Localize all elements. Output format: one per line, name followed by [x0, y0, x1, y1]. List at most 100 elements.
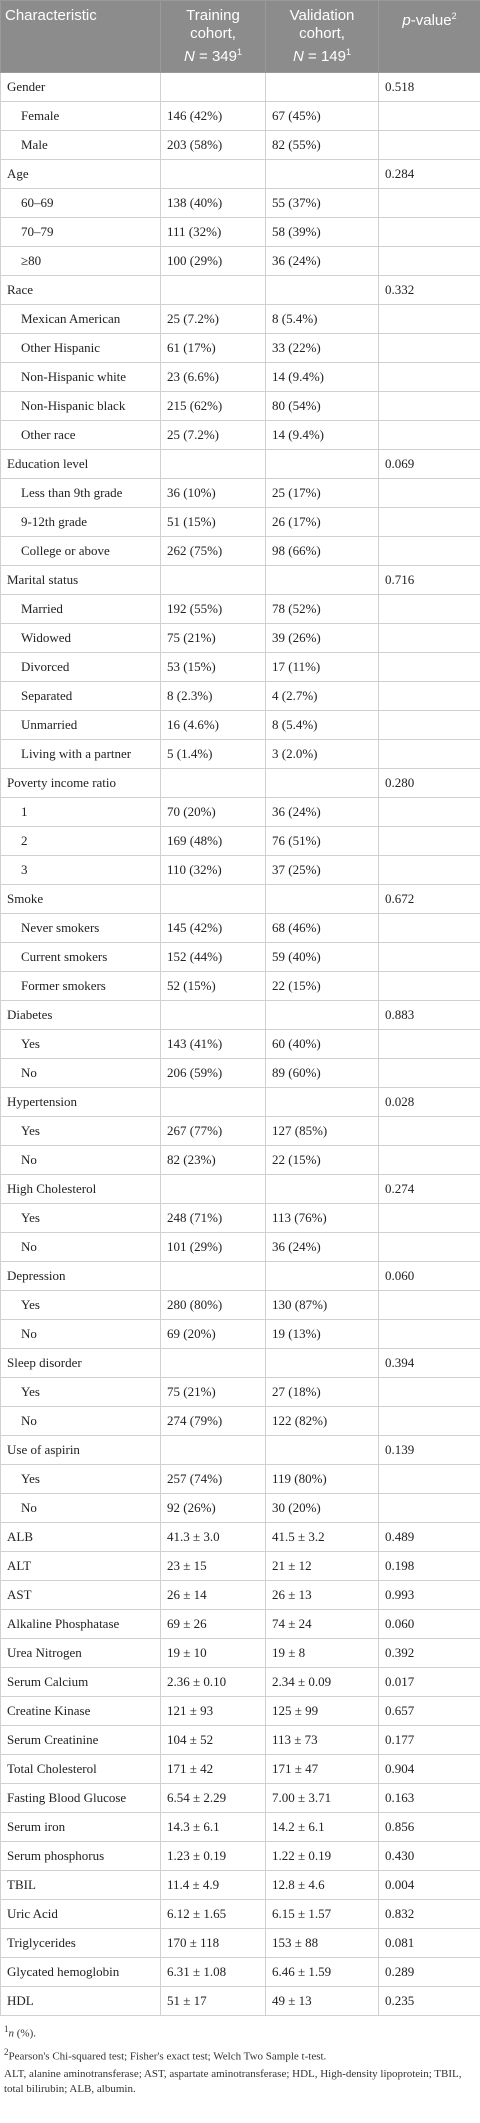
cell-text: 82 (23%) [167, 1152, 216, 1167]
cell-text: 60 (40%) [272, 1036, 321, 1051]
row-label: 3 [0, 855, 161, 885]
cell-training [160, 1261, 266, 1291]
cell-p-value [378, 478, 480, 508]
cell-text: 169 (48%) [167, 833, 223, 848]
cell-training: 262 (75%) [160, 536, 266, 566]
cell-validation: 98 (66%) [265, 536, 379, 566]
table-row: Age 0.284 [0, 159, 480, 189]
label-text: ≥80 [21, 253, 42, 268]
table-row: Glycated hemoglobin 6.31 ± 1.08 6.46 ± 1.5… [0, 1957, 480, 1987]
row-label: Other race [0, 420, 161, 450]
label-text: Gender [7, 79, 46, 94]
table-row: Sleep disorder 0.394 [0, 1348, 480, 1378]
cell-p-value: 0.672 [378, 884, 480, 914]
cell-training: 110 (32%) [160, 855, 266, 885]
cell-validation: 122 (82%) [265, 1406, 379, 1436]
table-row: No 92 (26%) 30 (20%) [0, 1493, 480, 1523]
cell-training: 121 ± 93 [160, 1696, 266, 1726]
cell-text: 203 (58%) [167, 137, 223, 152]
cell-validation: 1.22 ± 0.19 [265, 1841, 379, 1871]
cell-text: 89 (60%) [272, 1065, 321, 1080]
footnote: 2Pearson's Chi-squared test; Fisher's ex… [4, 2045, 476, 2065]
cell-text: 69 ± 26 [167, 1616, 207, 1631]
cell-validation: 113 ± 73 [265, 1725, 379, 1755]
cell-validation: 58 (39%) [265, 217, 379, 247]
cell-training: 26 ± 14 [160, 1580, 266, 1610]
cell-training [160, 1174, 266, 1204]
label-text: College or above [21, 543, 110, 558]
table-row: Diabetes 0.883 [0, 1000, 480, 1030]
cell-p-value [378, 1377, 480, 1407]
cell-validation: 119 (80%) [265, 1464, 379, 1494]
cell-text: 19 (13%) [272, 1326, 321, 1341]
cell-validation: 82 (55%) [265, 130, 379, 160]
cell-text: 58 (39%) [272, 224, 321, 239]
cell-p-value: 0.993 [378, 1580, 480, 1610]
cell-text: 30 (20%) [272, 1500, 321, 1515]
header-text: = 349 [194, 48, 237, 65]
cell-p-value [378, 420, 480, 450]
cell-p-value: 0.716 [378, 565, 480, 595]
label-text: Poverty income ratio [7, 775, 117, 790]
cell-p-value [378, 130, 480, 160]
row-label: Living with a partner [0, 739, 161, 769]
table-row: Non-Hispanic black 215 (62%) 80 (54%) [0, 391, 480, 421]
cell-text: 104 ± 52 [167, 1732, 214, 1747]
label-text: Never smokers [21, 920, 100, 935]
cell-validation: 6.46 ± 1.59 [265, 1957, 379, 1987]
label-text: Diabetes [7, 1007, 53, 1022]
cell-p-value [378, 1029, 480, 1059]
cell-text: 19 ± 8 [272, 1645, 306, 1660]
table-row: Use of aspirin 0.139 [0, 1435, 480, 1465]
cell-validation [265, 1435, 379, 1465]
cell-text: 80 (54%) [272, 398, 321, 413]
cell-validation: 36 (24%) [265, 246, 379, 276]
cell-text: 101 (29%) [167, 1239, 223, 1254]
row-label: Sleep disorder [0, 1348, 161, 1378]
cell-text: 0.489 [385, 1529, 415, 1544]
cell-text: 8 (5.4%) [272, 717, 318, 732]
cell-text: 121 ± 93 [167, 1703, 214, 1718]
header-cell: Characteristic [0, 0, 161, 73]
cell-training: 192 (55%) [160, 594, 266, 624]
cell-p-value [378, 507, 480, 537]
cell-text: 215 (62%) [167, 398, 223, 413]
cell-p-value [378, 1493, 480, 1523]
cell-p-value [378, 1145, 480, 1175]
table-row: No 69 (20%) 19 (13%) [0, 1319, 480, 1349]
cell-text: 0.883 [385, 1007, 415, 1022]
cell-p-value: 0.198 [378, 1551, 480, 1581]
row-label: AST [0, 1580, 161, 1610]
cell-validation: 19 ± 8 [265, 1638, 379, 1668]
cell-text: 2.34 ± 0.09 [272, 1674, 332, 1689]
row-label: Yes [0, 1203, 161, 1233]
cell-p-value [378, 333, 480, 363]
cell-p-value: 0.069 [378, 449, 480, 479]
header-text: Validation [289, 7, 355, 24]
cell-text: 143 (41%) [167, 1036, 223, 1051]
cell-validation [265, 1174, 379, 1204]
cell-training: 23 (6.6%) [160, 362, 266, 392]
cell-text: 52 (15%) [167, 978, 216, 993]
label-text: No [21, 1500, 37, 1515]
cell-validation: 27 (18%) [265, 1377, 379, 1407]
cell-validation: 25 (17%) [265, 478, 379, 508]
footnote-italic: n [8, 2027, 15, 2040]
cell-text: 111 (32%) [167, 224, 222, 239]
cell-training: 75 (21%) [160, 623, 266, 653]
cell-training: 215 (62%) [160, 391, 266, 421]
table-row: Serum Creatinine 104 ± 52 113 ± 73 0.177 [0, 1725, 480, 1755]
label-text: AST [7, 1587, 32, 1602]
table-row: 9-12th grade 51 (15%) 26 (17%) [0, 507, 480, 537]
cell-training: 138 (40%) [160, 188, 266, 218]
cell-text: 74 ± 24 [272, 1616, 312, 1631]
cell-training: 145 (42%) [160, 913, 266, 943]
table-row: High Cholesterol 0.274 [0, 1174, 480, 1204]
row-label: Urea Nitrogen [0, 1638, 161, 1668]
table-body: Gender 0.518 Female 146 (42%) 67 (45%) Male 20… [0, 72, 480, 2016]
cell-p-value [378, 1319, 480, 1349]
cell-text: 26 ± 13 [272, 1587, 312, 1602]
cell-validation [265, 1348, 379, 1378]
row-label: Serum phosphorus [0, 1841, 161, 1871]
table-row: Widowed 75 (21%) 39 (26%) [0, 623, 480, 653]
